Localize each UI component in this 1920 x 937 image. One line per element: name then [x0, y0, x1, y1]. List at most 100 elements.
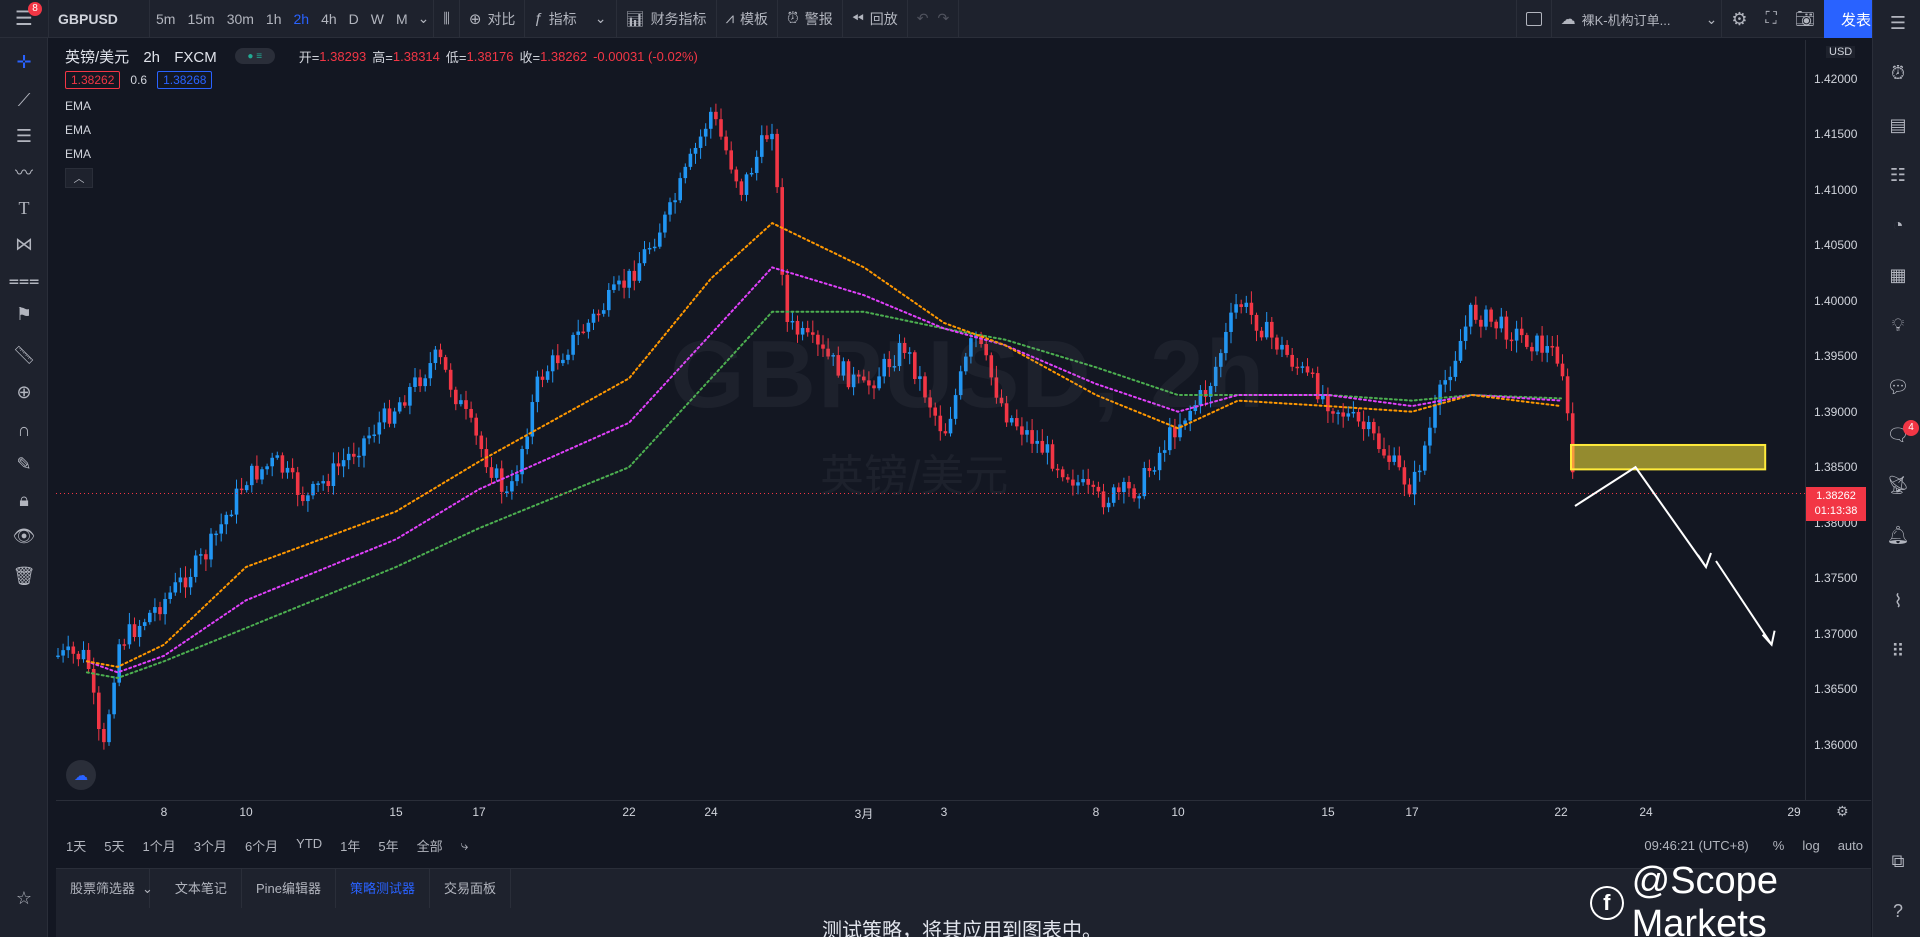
dom-icon[interactable]: ⠿	[1891, 640, 1905, 661]
bottom-tab[interactable]: 股票筛选器	[56, 868, 151, 909]
clock-time[interactable]: 09:46:21 (UTC+8)	[1644, 837, 1749, 853]
interval-4h[interactable]: 4h	[321, 10, 337, 27]
undo-button[interactable]: ↶	[908, 0, 938, 38]
candle-body	[1458, 340, 1463, 361]
xabcd-pattern-icon[interactable]: ⋈	[15, 233, 33, 254]
indicator-label[interactable]: EMA	[65, 147, 92, 161]
notification-badge: 8	[28, 1, 42, 16]
interval-dropdown-icon[interactable]: ⌄	[417, 10, 430, 26]
tradingview-logo-icon[interactable]: ☁︎	[66, 760, 96, 790]
news-calendar-icon[interactable]: ▦	[1889, 264, 1907, 285]
range-button[interactable]: 全部	[416, 838, 443, 854]
bottom-tab[interactable]: 策略测试器	[336, 868, 430, 909]
layout-button[interactable]	[1517, 0, 1551, 38]
interval-M[interactable]: M	[396, 10, 408, 27]
stay-drawing-icon[interactable]: ✎	[16, 453, 32, 474]
range-button[interactable]: YTD	[296, 835, 323, 851]
settings-button[interactable]: ⚙︎	[1722, 0, 1756, 38]
streams-icon[interactable]: 📡︎	[1886, 474, 1910, 495]
chat-icon[interactable]: 💬︎	[1886, 376, 1910, 397]
alerts-icon[interactable]: ⏰︎	[1890, 62, 1906, 83]
interval-5m[interactable]: 5m	[156, 10, 176, 27]
range-button[interactable]: 5天	[104, 838, 125, 854]
candle-body	[443, 357, 448, 370]
snapshot-button[interactable]: 📷︎	[1786, 0, 1824, 38]
trading-icon[interactable]: ⌇	[1893, 590, 1903, 611]
text-tool-icon[interactable]: T	[18, 197, 30, 218]
eye-icon[interactable]: 👁︎	[12, 525, 36, 546]
candle-body	[673, 200, 677, 203]
range-button[interactable]: 5年	[378, 838, 399, 854]
bottom-tab[interactable]: 交易面板	[430, 868, 511, 909]
range-button[interactable]: 6个月	[244, 838, 279, 854]
hotlist-icon[interactable]: ☷	[1889, 164, 1907, 185]
flag-icon[interactable]: ⚑	[15, 303, 33, 324]
range-button[interactable]: 1个月	[142, 838, 176, 854]
interval-15m[interactable]: 15m	[187, 10, 215, 27]
layers-icon[interactable]: ⧉	[1891, 850, 1905, 871]
trendline-icon[interactable]: ⟋	[17, 89, 31, 110]
indicator-label[interactable]: EMA	[65, 123, 92, 137]
range-button[interactable]: 3个月	[193, 838, 227, 854]
candle-body	[780, 187, 784, 275]
interval-2h[interactable]: 2h	[293, 10, 310, 27]
interval-1h[interactable]: 1h	[265, 10, 282, 27]
data-window-icon[interactable]: ▤	[1889, 114, 1907, 135]
bottom-tab[interactable]: 文本笔记	[161, 868, 242, 909]
log-scale-toggle[interactable]: log	[1802, 837, 1820, 853]
indicator-label[interactable]: EMA	[65, 99, 92, 113]
trash-icon[interactable]: 🗑︎	[12, 565, 36, 586]
percent-scale-toggle[interactable]: %	[1772, 837, 1785, 853]
calendar-icon[interactable]: ◔	[1892, 214, 1904, 235]
buy-price-box[interactable]: 1.38268	[157, 71, 213, 89]
sell-price-box[interactable]: 1.38262	[65, 71, 121, 89]
magnet-icon[interactable]: ∩	[17, 419, 31, 440]
fib-retracement-icon[interactable]: ☰	[15, 125, 33, 146]
prediction-icon[interactable]: ⩶	[8, 269, 40, 290]
interval-D[interactable]: D	[348, 10, 359, 27]
layout-dropdown-icon[interactable]: ⌄	[1705, 10, 1718, 27]
legend-symbol[interactable]: 英镑/美元 2h FXCM	[65, 46, 217, 67]
range-button[interactable]: 1年	[340, 838, 361, 854]
goto-date-icon[interactable]: ⤷	[460, 836, 469, 853]
price-chart[interactable]	[56, 40, 1805, 800]
symbol-search-button[interactable]: GBPUSD	[58, 10, 118, 27]
plus-circle-icon: ⊕	[468, 10, 482, 28]
bell-icon[interactable]: 🔔︎	[1886, 524, 1910, 545]
candle-body	[295, 472, 300, 495]
chart-type-button[interactable]: ⫼	[434, 0, 458, 38]
chevron-down-icon[interactable]: ⌄	[142, 880, 153, 896]
replay-button[interactable]: ⏪︎ 回放	[843, 0, 907, 38]
redo-button[interactable]: ↷	[937, 0, 958, 38]
interval-30m[interactable]: 30m	[226, 10, 254, 27]
financials-button[interactable]: 📊︎ 财务指标	[617, 0, 716, 38]
star-icon[interactable]: ☆	[15, 887, 33, 908]
indicators-button[interactable]: ƒ 指标 ⌄	[525, 0, 615, 38]
crosshair-icon[interactable]: ✛	[16, 51, 32, 72]
compare-button[interactable]: ⊕ 对比	[460, 0, 525, 38]
auto-scale-toggle[interactable]: auto	[1837, 837, 1863, 853]
currency-label[interactable]: USD	[1826, 46, 1856, 58]
lock-icon[interactable]: 🔒︎	[19, 489, 29, 510]
layout-name-button[interactable]: ☁︎ 裸K-机构订单...	[1552, 0, 1702, 38]
ideas-lightbulb-icon[interactable]: 💡︎	[1891, 314, 1905, 335]
ruler-icon[interactable]: 📏︎	[12, 344, 36, 365]
templates-button[interactable]: ⩘ 模板	[717, 0, 777, 38]
candle-body	[984, 344, 988, 356]
time-axis[interactable]: 8 10 15 17 22 24 3月 3 8 10 15 17 22 24 29 ⚙︎	[56, 800, 1871, 822]
interval-W[interactable]: W	[370, 10, 384, 27]
zoom-in-icon[interactable]: ⊕	[16, 381, 32, 402]
market-status-toggle[interactable]: ● ≡	[234, 48, 275, 64]
collapse-legend-button[interactable]: ︿	[65, 168, 93, 188]
bottom-tab[interactable]: Pine编辑器	[242, 868, 336, 909]
alert-button[interactable]: ⏰︎ 警报	[778, 0, 842, 38]
price-scale[interactable]: USD 1.42000 1.41500 1.41000 1.40500 1.40000 1…	[1805, 40, 1871, 800]
chart-pane[interactable]	[56, 40, 1871, 840]
pattern-icon[interactable]: 〰	[15, 163, 33, 183]
help-icon[interactable]: ?	[1892, 900, 1903, 921]
axis-settings-gear-icon[interactable]: ⚙︎	[1836, 803, 1849, 819]
fullscreen-button[interactable]: ⛶	[1756, 0, 1785, 38]
range-button[interactable]: 1天	[66, 838, 87, 854]
menu-button[interactable]: ☰ 8	[0, 0, 48, 38]
watchlist-icon[interactable]: ☰	[1889, 12, 1907, 33]
